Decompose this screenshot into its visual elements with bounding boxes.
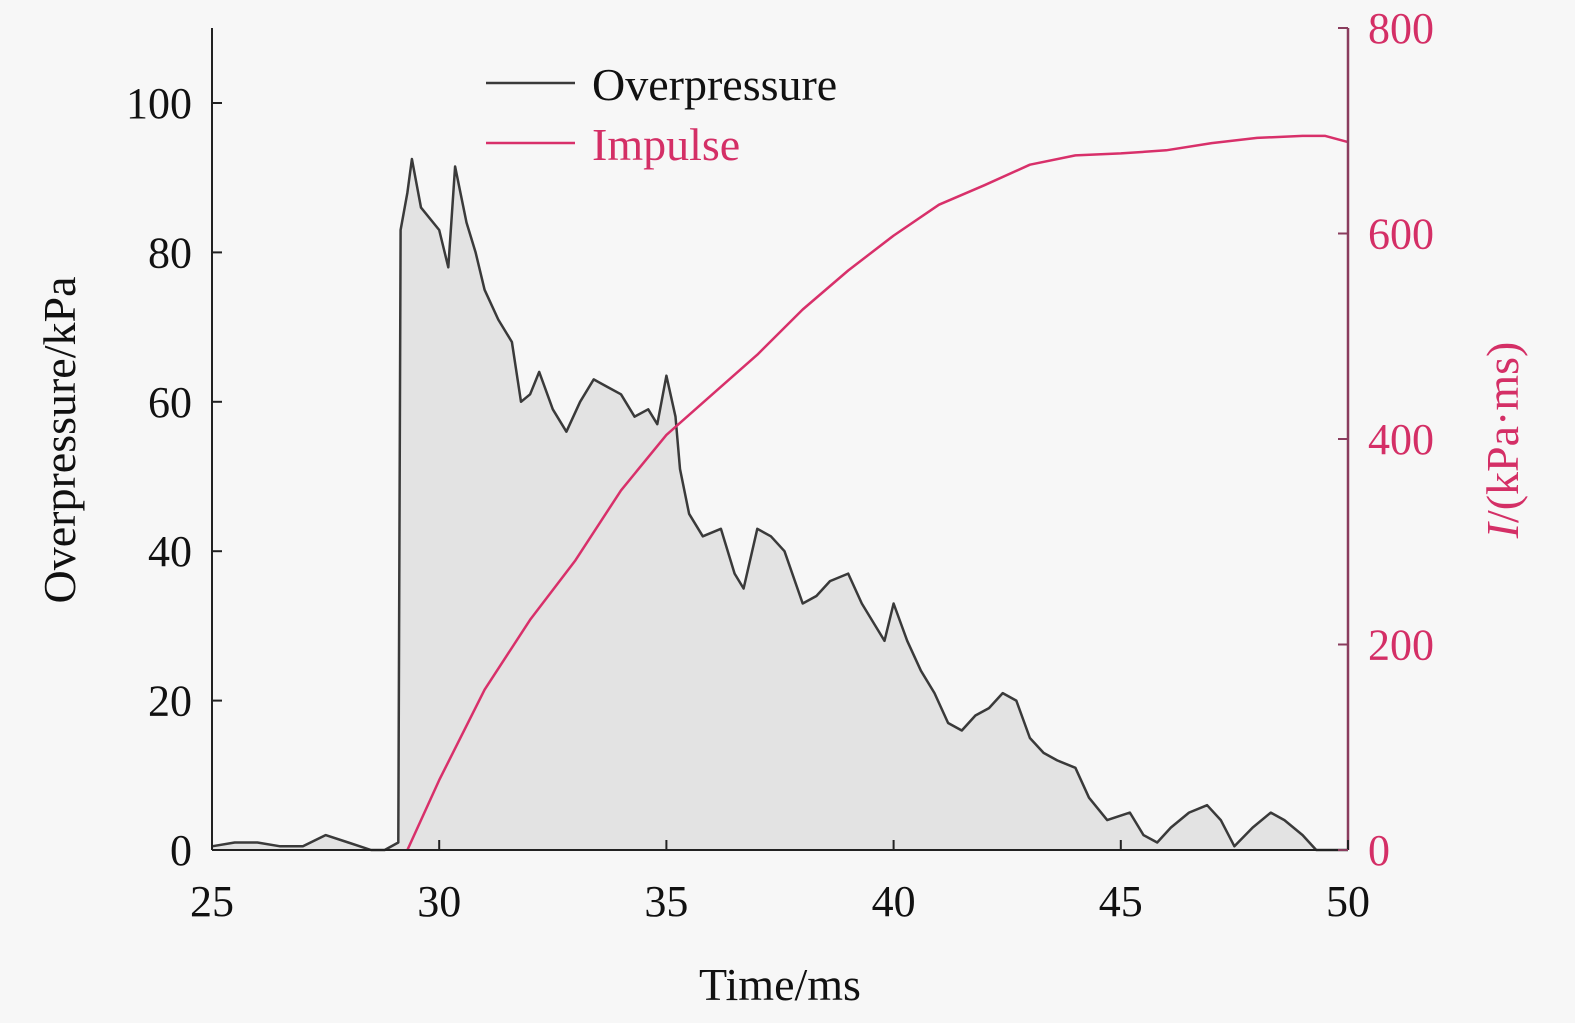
- y2-tick-label: 400: [1368, 415, 1434, 464]
- legend: Overpressure Impulse: [486, 59, 837, 170]
- legend-label-overpressure: Overpressure: [592, 59, 837, 110]
- y2-axis-title-symbol: I: [1477, 520, 1528, 539]
- x-tick-label: 30: [417, 877, 461, 926]
- x-tick-label: 25: [190, 877, 234, 926]
- y2-tick-label: 600: [1368, 210, 1434, 259]
- y-axis-title: Overpressure/kPa: [34, 276, 85, 603]
- x-tick-label: 45: [1099, 877, 1143, 926]
- impulse-line: [406, 134, 1349, 851]
- y-tick-label: 80: [148, 228, 192, 277]
- y2-tick-label: 200: [1368, 621, 1434, 670]
- y-tick-label: 100: [126, 79, 192, 128]
- y-tick-label: 40: [148, 527, 192, 576]
- y2-tick-label: 0: [1368, 826, 1390, 875]
- x-axis-title: Time/ms: [699, 959, 861, 1010]
- y-tick-label: 20: [148, 677, 192, 726]
- legend-label-impulse: Impulse: [592, 119, 740, 170]
- y-tick-label: 0: [170, 826, 192, 875]
- x-tick-label: 50: [1326, 877, 1370, 926]
- x-tick-label: 40: [872, 877, 916, 926]
- y2-axis-title: I/(kPa·ms): [1477, 342, 1528, 540]
- overpressure-area: [212, 159, 1348, 850]
- x-tick-label: 35: [644, 877, 688, 926]
- y2-axis-title-unit: /(kPa·ms): [1477, 342, 1528, 523]
- overpressure-line: [211, 157, 1348, 852]
- y2-tick-label: 800: [1368, 4, 1434, 53]
- y-tick-label: 60: [148, 378, 192, 427]
